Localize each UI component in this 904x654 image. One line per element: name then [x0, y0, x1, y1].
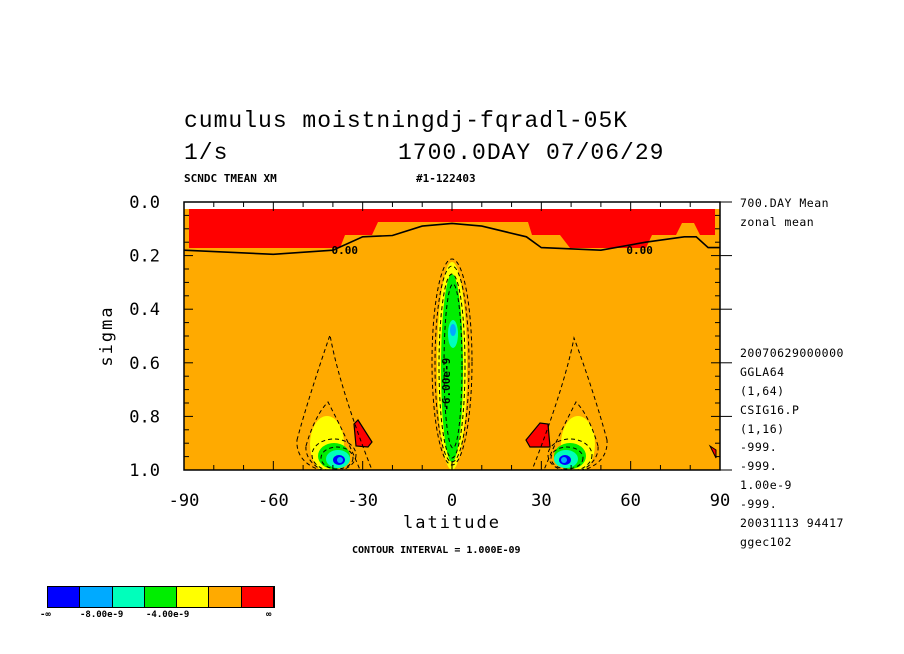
contour-interval-label: CONTOUR INTERVAL = 1.000E-09	[352, 545, 521, 556]
color-legend	[47, 586, 275, 608]
contour-label-2: -6.00e-9	[440, 358, 453, 411]
north-mid-contour	[543, 401, 599, 470]
eq-band-light-blue	[450, 324, 456, 336]
y-axis-label: sigma	[97, 305, 117, 366]
legend-label: -8.00e-9	[80, 610, 124, 620]
subtitle-right: #1-122403	[416, 172, 476, 185]
side-info-line: -999.	[740, 459, 778, 473]
x-tick-label: -90	[169, 491, 200, 511]
north-neg-light-blue	[561, 457, 567, 463]
eq-contour-4	[443, 283, 463, 449]
south-pos-patch	[353, 419, 373, 448]
axis-tick-labels: -90 -60 -30 0 30 60 90 0.0 0.2 0.4 0.6 0.8 1.0	[129, 193, 730, 511]
north-inner-contour-2	[550, 446, 584, 470]
x-tick-label: 30	[531, 491, 551, 511]
contour-label-0: 0.00	[332, 244, 359, 257]
y-tick-label: 0.0	[129, 193, 160, 213]
side-info-line: (1,16)	[740, 422, 785, 436]
legend-label: -4.00e-9	[146, 610, 190, 620]
subtitle-left: SCNDC TMEAN XM	[184, 172, 277, 185]
x-tick-label: -60	[258, 491, 289, 511]
eq-contour-3	[438, 273, 466, 459]
contour-label-1: 0.00	[626, 244, 653, 257]
side-info-line: 1.00e-9	[740, 478, 792, 492]
north-inner-contour-1	[547, 438, 593, 470]
axis-ticks	[183, 201, 732, 471]
zero-contour	[184, 222, 720, 256]
x-tick-label: 60	[620, 491, 640, 511]
x-tick-label: 0	[447, 491, 457, 511]
legend-swatch	[48, 587, 81, 607]
south-outer-contour	[296, 333, 373, 470]
south-mid-contour	[305, 401, 361, 470]
upper-positive-layer	[189, 209, 715, 248]
chart-title: cumulus moistningdj-fqradl-05K	[184, 108, 629, 134]
legend-swatch	[177, 587, 210, 607]
y-tick-label: 1.0	[129, 461, 160, 481]
north-outer-contour	[531, 336, 608, 470]
x-tick-label: 90	[710, 491, 730, 511]
y-tick-label: 0.8	[129, 407, 160, 427]
side-info-line: 20070629000000	[740, 346, 844, 360]
south-inner-contour-2	[320, 446, 354, 470]
side-info-line: -999.	[740, 440, 778, 454]
legend-swatch	[144, 587, 178, 607]
y-tick-label: 0.2	[129, 247, 160, 267]
side-info-line: (1,64)	[740, 384, 785, 398]
north-pos-patch	[525, 422, 551, 448]
units-label: 1/s	[184, 140, 229, 166]
legend-swatch	[80, 587, 113, 607]
x-tick-label: -30	[347, 491, 378, 511]
side-info-line: -999.	[740, 497, 778, 511]
legend-swatch	[241, 587, 274, 607]
legend-label: -∞	[40, 610, 51, 620]
legend-swatch	[209, 587, 242, 607]
time-label: 1700.0DAY 07/06/29	[398, 140, 665, 166]
side-info-line: GGLA64	[740, 365, 785, 379]
legend-label: ∞	[266, 610, 272, 620]
side-info-line: zonal mean	[740, 215, 815, 229]
side-info-line: CSIG16.P	[740, 403, 800, 417]
south-inner-contour-1	[311, 438, 357, 470]
x-axis-label: latitude	[403, 513, 501, 533]
legend-swatch	[112, 587, 145, 607]
edge-small-patch	[708, 444, 717, 459]
y-tick-label: 0.6	[129, 354, 160, 374]
side-info-line: 20031113 94417	[740, 516, 844, 530]
y-tick-label: 0.4	[129, 300, 160, 320]
eq-band-green	[441, 274, 463, 462]
contour-labels: 0.00 0.00 -6.00e-9	[332, 244, 653, 410]
side-info-line: ggec102	[740, 535, 792, 549]
side-info-line: 700.DAY Mean	[740, 196, 830, 210]
south-neg-light-blue	[337, 457, 343, 463]
